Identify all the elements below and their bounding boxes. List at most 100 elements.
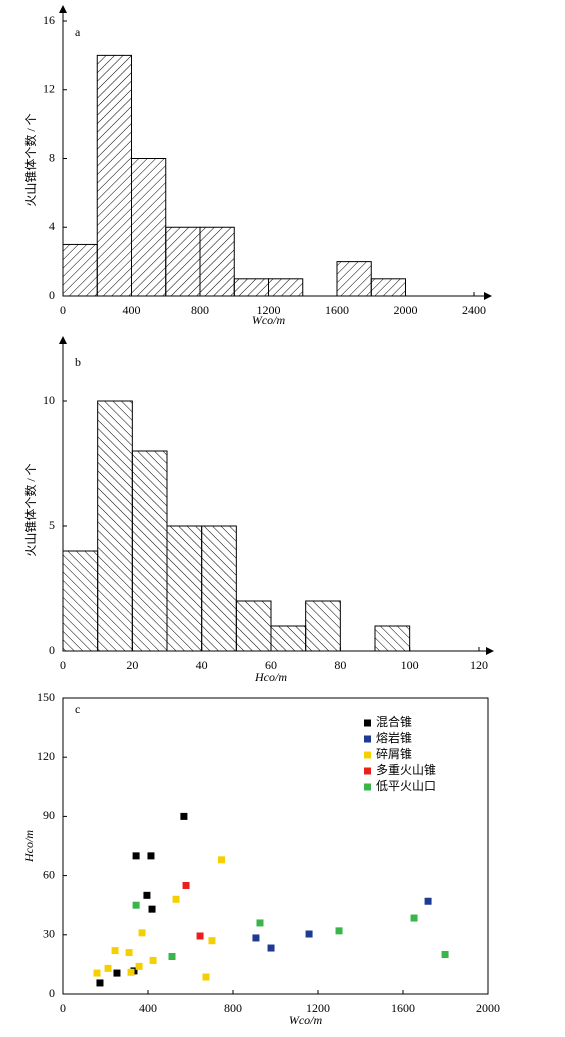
legend-marker [364,719,371,727]
scatter-point [132,901,140,909]
scatter-point [256,919,264,927]
legend-label: 低平火山口 [376,779,436,793]
x-axis-label: Hco/m [254,670,287,684]
scatter-point [113,969,121,977]
legend-marker [364,783,371,791]
y-tick-label: 120 [37,749,55,763]
x-tick-label: 60 [265,658,277,672]
histogram-bar [270,625,307,652]
panel-label: a [75,25,81,39]
histogram-bar [268,278,304,297]
histogram-bar [166,525,203,652]
scatter-point [182,881,190,889]
y-tick-label: 16 [43,13,55,27]
scatter-point [218,856,226,864]
x-axis-label: Wco/m [289,1013,323,1027]
panel-label: c [75,702,80,716]
scatter-point [441,951,449,959]
y-tick-label: 0 [49,288,55,302]
scatter-point [172,895,180,903]
x-axis-label: Wco/m [252,313,286,327]
y-axis-label: 火山锥体个数 / 个 [23,463,38,556]
x-tick-label: 0 [60,1001,66,1015]
y-tick-label: 10 [43,393,55,407]
y-tick-label: 60 [43,867,55,881]
x-tick-label: 800 [224,1001,242,1015]
y-arrow [59,336,67,344]
scatter-point [135,962,143,970]
panel-label: b [75,355,81,369]
plot-frame [62,697,489,995]
legend-marker [364,751,371,759]
x-tick-label: 1600 [391,1001,415,1015]
legend-label: 混合锥 [376,714,412,729]
x-tick-label: 400 [139,1001,157,1015]
histogram-bar [97,400,133,652]
scatter-point [252,934,260,942]
x-tick-label: 0 [60,658,66,672]
histogram-bar [201,525,237,652]
x-arrow [486,647,494,655]
histogram-bar [62,243,98,297]
x-tick-label: 2400 [462,303,486,317]
legend-label: 碎屑锥 [376,746,412,761]
scatter-point [132,852,140,860]
scatter-point [335,927,343,935]
x-tick-label: 0 [60,303,66,317]
legend-label: 多重火山锥 [376,763,436,777]
y-tick-label: 8 [49,150,55,164]
scatter-point [96,979,104,987]
legend-label: 熔岩锥 [376,730,412,745]
x-tick-label: 80 [334,658,346,672]
scatter-point [196,932,204,940]
scatter-point [168,953,176,961]
scatter-point [305,930,313,938]
histogram-bar [374,625,411,652]
x-tick-label: 2000 [476,1001,500,1015]
y-tick-label: 150 [37,690,55,704]
y-tick-label: 90 [43,808,55,822]
x-tick-label: 1600 [325,303,349,317]
scatter-point [208,937,216,945]
y-tick-label: 0 [49,986,55,1000]
scatter-point [148,905,156,913]
histogram-bar [131,450,168,652]
scatter-point [127,968,135,976]
histogram-bar [233,278,269,297]
scatter-point [410,914,418,922]
scatter-point [180,812,188,820]
x-tick-label: 400 [123,303,141,317]
y-tick-label: 5 [49,518,55,532]
legend-marker [364,735,371,743]
scatter-point [202,973,210,981]
y-arrow [59,5,67,13]
histogram-bar [165,226,201,297]
histogram-bar [370,278,406,297]
y-tick-label: 12 [43,82,55,96]
x-tick-label: 1200 [257,303,281,317]
scatter-point [125,949,133,957]
scatter-point [149,956,157,964]
y-tick-label: 0 [49,643,55,657]
scatter-point [147,852,155,860]
y-tick-label: 4 [49,219,55,233]
scatter-point [267,944,275,952]
histogram-bar [62,550,99,652]
legend-marker [364,767,371,775]
histogram-bar [131,158,167,297]
x-tick-label: 20 [126,658,138,672]
x-tick-label: 100 [401,658,419,672]
histogram-bar [305,600,341,652]
x-tick-label: 1200 [306,1001,330,1015]
x-tick-label: 40 [196,658,208,672]
y-tick-label: 30 [43,927,55,941]
scatter-point [424,897,432,905]
x-tick-label: 800 [191,303,209,317]
x-arrow [484,292,492,300]
histogram-bar [336,261,372,297]
scatter-point [93,969,101,977]
histogram-bar [199,226,235,297]
histogram-bar [96,54,132,297]
y-axis-label: Hco/m [22,830,36,863]
